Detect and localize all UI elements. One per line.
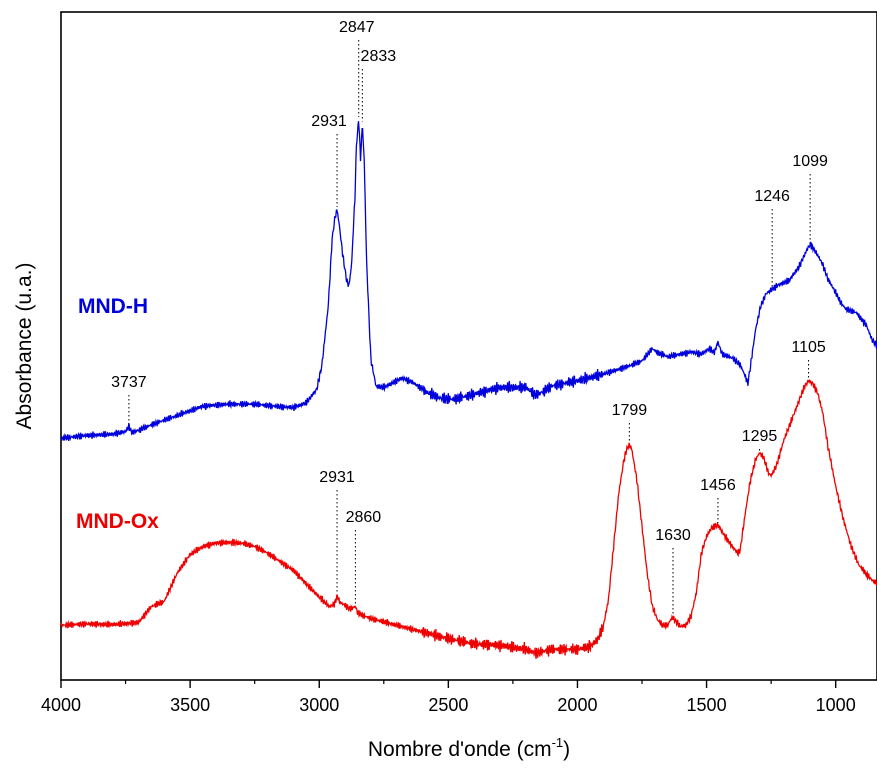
- plot-frame: [60, 11, 877, 681]
- y-axis-title: Absorbance (u.a.): [13, 263, 36, 430]
- peak-label-1456: 1456: [700, 477, 736, 494]
- peak-label-2847: 2847: [339, 19, 375, 36]
- x-tick-label: 2000: [557, 695, 597, 715]
- series-label-mnd-ox: MND-Ox: [76, 510, 159, 533]
- peak-labels: 3737 2931 2847 2833 1246 1099 2931 2860 1799 1630…: [111, 19, 828, 544]
- x-tick-label: 3000: [299, 695, 339, 715]
- peak-label-2931: 2931: [311, 113, 347, 130]
- x-tick-label: 3500: [170, 695, 210, 715]
- peak-label-2931: 2931: [319, 469, 355, 486]
- series-label-mnd-h: MND-H: [78, 295, 148, 318]
- series-line-mnd-h: [60, 121, 877, 442]
- peak-label-2860: 2860: [346, 509, 382, 526]
- series-labels: MND-H MND-Ox: [76, 295, 159, 533]
- x-axis-title: Nombre d'onde (cm-1): [368, 735, 570, 761]
- peak-label-3737: 3737: [111, 374, 147, 391]
- series-line-mnd-ox: [60, 379, 877, 659]
- x-tick-label: 1500: [687, 695, 727, 715]
- peak-label-1099: 1099: [792, 153, 828, 170]
- x-tick-label: 2500: [428, 695, 468, 715]
- peak-label-1799: 1799: [612, 402, 648, 419]
- peak-marker-lines: [128, 40, 811, 616]
- peak-label-1295: 1295: [742, 428, 778, 445]
- x-axis-ticks: 4000 3500 3000 2500 2000 1500 1000: [41, 680, 856, 715]
- x-tick-label: 4000: [41, 695, 81, 715]
- x-tick-label: 1000: [816, 695, 856, 715]
- peak-label-1630: 1630: [655, 527, 691, 544]
- peak-label-1105: 1105: [791, 339, 826, 356]
- peak-label-1246: 1246: [754, 188, 790, 205]
- spectra-lines: [60, 121, 877, 659]
- peak-label-2833: 2833: [361, 48, 397, 65]
